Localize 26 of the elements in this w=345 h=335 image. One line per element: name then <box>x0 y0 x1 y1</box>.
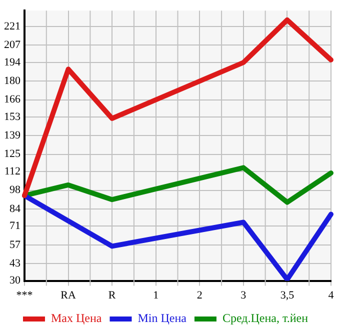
x-tick-label: 2 <box>196 289 202 302</box>
y-tick-label: 180 <box>4 75 21 88</box>
y-tick-label: 112 <box>4 166 20 178</box>
y-tick-label: 139 <box>4 130 21 142</box>
legend-label: Max Цена <box>50 311 102 326</box>
legend-label: Сред.Цена, т.йен <box>222 311 309 326</box>
y-tick-label: 43 <box>10 257 21 270</box>
legend-label: Min Цена <box>138 311 188 326</box>
x-tick-label: R <box>108 289 116 302</box>
x-tick-label: RA <box>60 289 76 302</box>
y-tick-label: 84 <box>10 202 21 215</box>
x-tick-label: 3 <box>240 289 247 302</box>
y-tick-label: 57 <box>10 238 21 251</box>
x-tick-label: 4 <box>328 289 334 302</box>
y-tick-label: 207 <box>4 39 21 52</box>
y-tick-label: 125 <box>4 148 21 160</box>
y-tick-label: 221 <box>4 20 20 32</box>
y-tick-label: 166 <box>4 94 21 106</box>
y-tick-label: 30 <box>10 274 21 287</box>
x-tick-label: 3,5 <box>280 289 295 302</box>
y-tick-label: 98 <box>10 184 21 196</box>
y-tick-label: 71 <box>10 220 20 232</box>
x-tick-label: 1 <box>153 289 159 302</box>
y-tick-label: 153 <box>4 110 21 123</box>
x-tick-label: *** <box>16 289 33 302</box>
y-tick-label: 194 <box>4 56 21 68</box>
